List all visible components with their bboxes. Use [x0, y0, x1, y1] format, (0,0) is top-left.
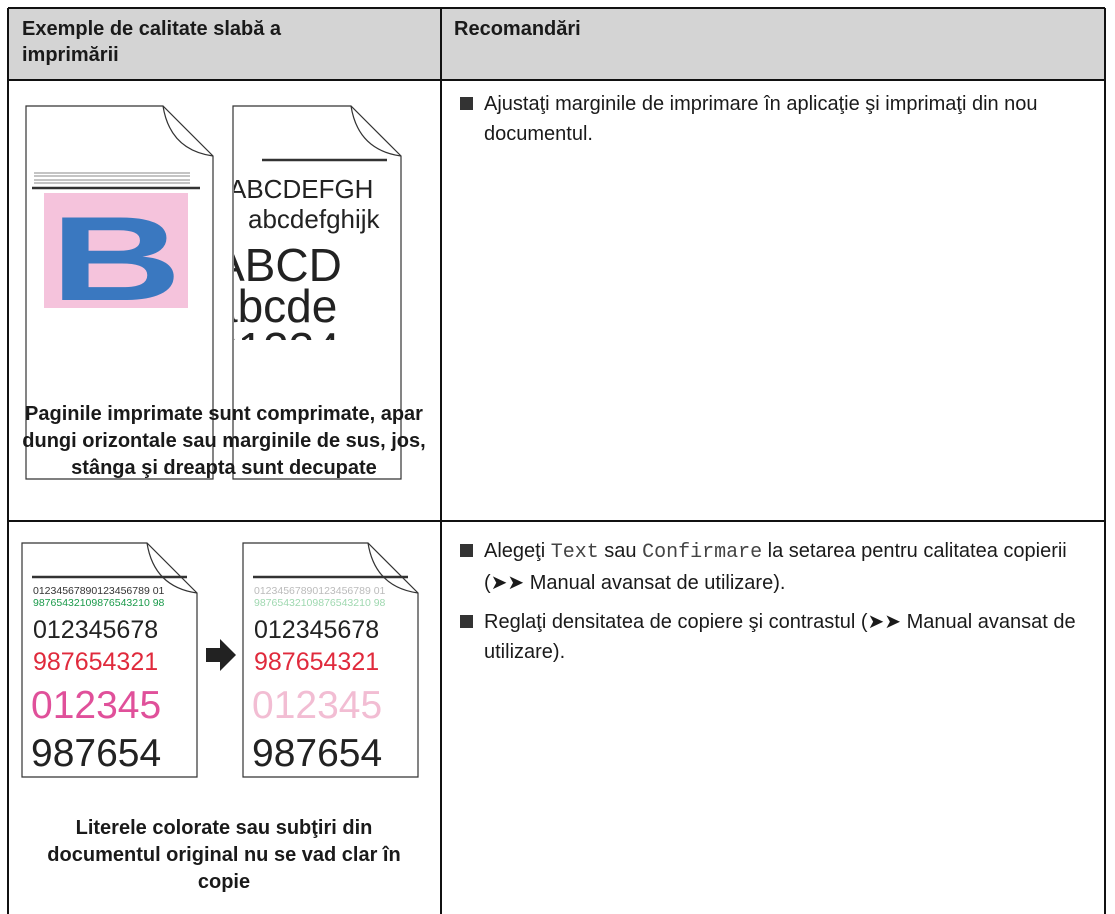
sample-text: 012345: [31, 684, 161, 727]
sample-text: 01234567890123456789 01: [254, 585, 386, 597]
page-illustration: ABCDEFGH abcdefghijk ABCD abcde 01234: [212, 105, 402, 480]
sample-text: abcde: [212, 280, 337, 332]
text: Reglaţi densitatea de copiere şi contras…: [484, 611, 1082, 663]
text: la setarea pentru calitatea copierii (➤➤…: [484, 540, 1073, 594]
caption: Paginile imprimate sunt comprimate, apar…: [22, 403, 426, 479]
page-illustration: 01234567890123456789 01 9876543210987654…: [21, 542, 198, 778]
sample-text: abcdefghijk: [248, 204, 381, 234]
caption: Literele colorate sau subţiri din docume…: [47, 817, 401, 893]
text: Ajustaţi marginile de imprimare în aplic…: [484, 93, 1044, 145]
sample-text: 98765432109876543210 98: [254, 597, 386, 609]
header-bg: [8, 8, 1105, 80]
code: Confirmare: [642, 541, 763, 564]
sample-text: 012345678: [33, 616, 158, 644]
sample-text: 01234: [212, 323, 340, 375]
recommendation: Reglaţi densitatea de copiere şi contras…: [460, 607, 1099, 667]
sample-text: ABCD: [214, 239, 342, 291]
header-cell: Recomandări: [454, 18, 581, 40]
arrow: [206, 639, 236, 671]
big-letter: B: [50, 192, 182, 326]
page-illustration: B: [25, 105, 214, 480]
sample-text: 98765432109876543210 98: [33, 597, 165, 609]
sample-text: 987654321: [33, 648, 158, 676]
sample-text: 987654321: [254, 648, 379, 676]
recommendation: Alegeţi Text sau Confirmare la setarea p…: [460, 536, 1099, 598]
sample-text: ABCDEFGH: [229, 174, 373, 204]
code: Text: [550, 541, 599, 564]
header-cell: Exemple de calitate slabă a imprimării: [22, 18, 282, 66]
sample-text: 987654: [31, 732, 161, 775]
page-illustration: 01234567890123456789 01 9876543210987654…: [242, 542, 419, 778]
text: sau: [598, 540, 643, 562]
recommendation: Ajustaţi marginile de imprimare în aplic…: [460, 89, 1099, 149]
table-borders: [7, 7, 1106, 914]
sample-text: 01234567890123456789 01: [33, 585, 165, 597]
sample-text: 012345678: [254, 616, 379, 644]
sample-text: 987654: [252, 732, 382, 775]
sample-text: 012345: [252, 684, 382, 727]
text: Alegeţi: [484, 540, 551, 562]
